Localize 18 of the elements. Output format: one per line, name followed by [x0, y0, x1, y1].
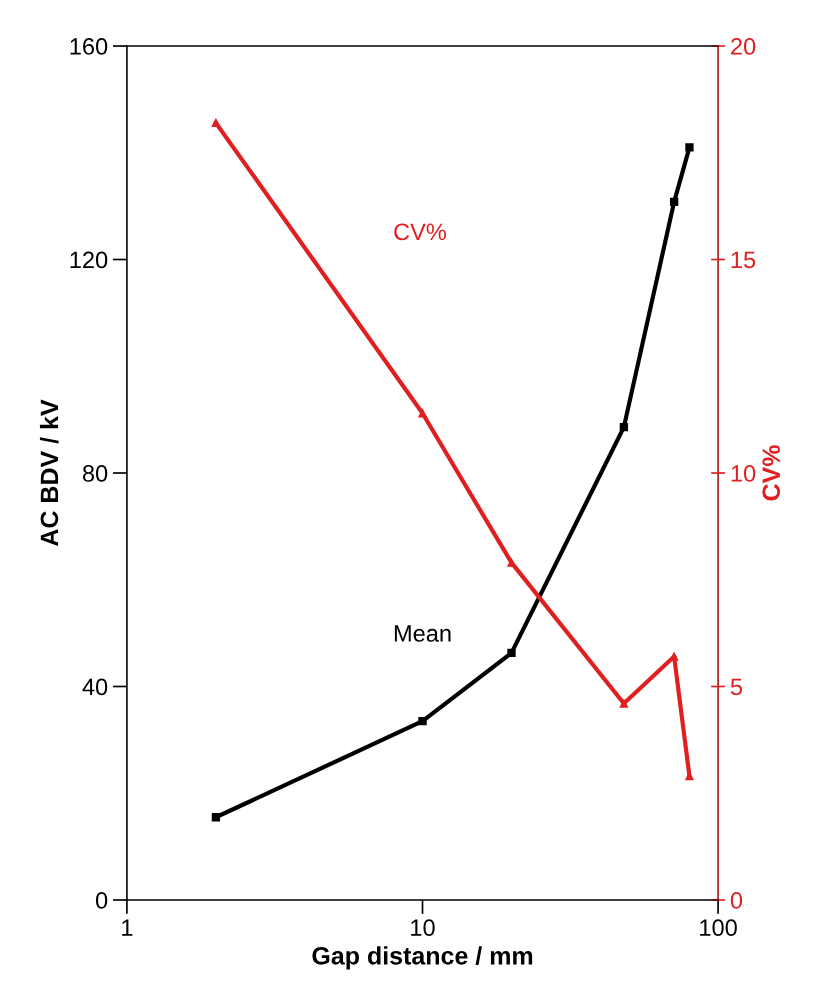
y-tick-label: 0: [95, 892, 108, 909]
y-axis-title: AC BDV / kV: [39, 399, 59, 547]
x-tick-label: 10: [411, 919, 435, 937]
x-tick-label: 100: [700, 919, 737, 937]
y2-tick-label: 15: [731, 251, 756, 269]
y-tick-label: 160: [70, 38, 108, 55]
y2-axis-title: CV%: [762, 445, 781, 501]
y-tick-label: 40: [82, 678, 108, 696]
y-tick-label: 120: [70, 251, 108, 269]
series-label: Mean: [394, 625, 451, 642]
x-axis-title: Gap distance / mm: [312, 946, 533, 970]
x-tick-label: 1: [122, 919, 133, 936]
y2-tick-label: 0: [730, 892, 743, 909]
y-tick-label: 80: [82, 465, 108, 482]
y2-tick-label: 20: [731, 38, 756, 55]
text: CV%: [394, 223, 446, 241]
y2-tick-label: 10: [731, 465, 756, 482]
y2-tick-label: 5: [730, 678, 743, 696]
